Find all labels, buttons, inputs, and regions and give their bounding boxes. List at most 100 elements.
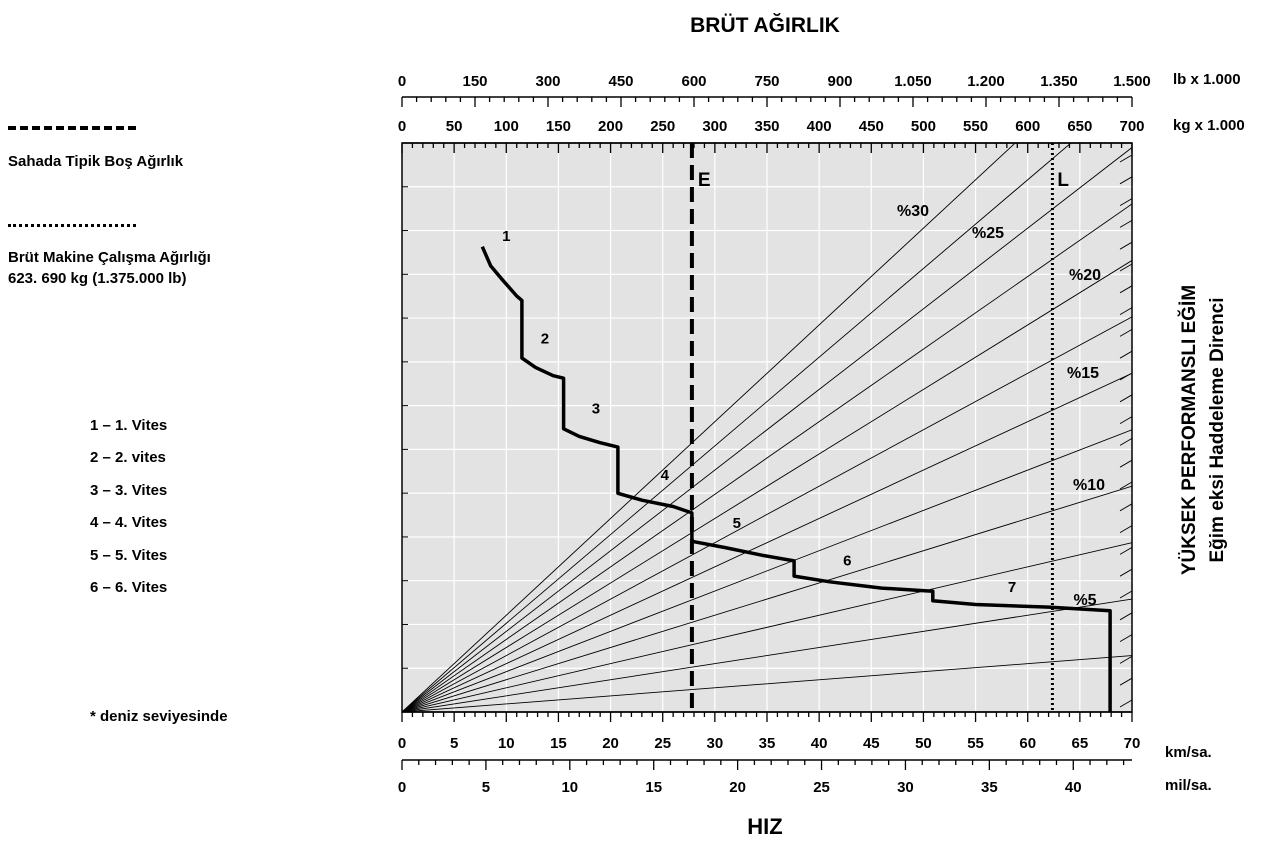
grade-edge-tick [1119, 590, 1133, 599]
kmh-axis-tick-label: 70 [1124, 735, 1141, 752]
grade-label: %15 [1067, 365, 1099, 382]
grade-line [402, 147, 1132, 712]
lb-axis-tick-label: 750 [754, 73, 779, 90]
lb-axis-tick-label: 600 [681, 73, 706, 90]
mph-axis-tick-label: 10 [561, 779, 578, 796]
kg-axis-tick-label: 400 [807, 118, 832, 135]
grade-line [402, 260, 1132, 712]
mph-axis-tick-label: 0 [398, 779, 406, 796]
lb-axis-tick-label: 1.500 [1113, 73, 1151, 90]
gear-legend-item-2: 2 – 2. vites [90, 449, 166, 467]
grade-edge-tick [1119, 547, 1133, 555]
grade-edge-tick [1119, 438, 1133, 446]
y-axis-label-line1: YÜKSEK PERFORMANSLI EĞİM [1178, 285, 1200, 575]
kg-axis-tick-label: 450 [859, 118, 884, 135]
kg-unit-label: kg x 1.000 [1173, 117, 1245, 134]
gear-marker-1: 1 [502, 228, 510, 245]
grade-label: %30 [897, 203, 929, 220]
grade-edge-tick [1119, 699, 1133, 708]
lb-unit-label: lb x 1.000 [1173, 71, 1241, 88]
grade-label: %10 [1073, 477, 1105, 494]
gear-marker-7: 7 [1008, 579, 1016, 596]
kmh-axis-tick-label: 5 [450, 735, 458, 752]
mph-axis-tick-label: 5 [482, 779, 490, 796]
kg-axis-tick-label: 550 [963, 118, 988, 135]
grade-edge-tick [1119, 154, 1133, 163]
grade-edge-tick [1119, 263, 1133, 272]
gross-weight-legend-label-1: Brüt Makine Çalışma Ağırlığı [8, 249, 211, 266]
lb-axis-tick-label: 300 [535, 73, 560, 90]
kmh-axis-tick-label: 15 [550, 735, 567, 752]
kg-axis-tick-label: 150 [546, 118, 571, 135]
kmh-unit-label: km/sa. [1165, 744, 1212, 761]
kg-axis-tick-label: 650 [1067, 118, 1092, 135]
grade-line [402, 203, 1132, 712]
grade-line [402, 143, 1072, 712]
mph-axis-tick-label: 30 [897, 779, 914, 796]
gear-marker-3: 3 [592, 401, 600, 418]
grade-line [402, 372, 1132, 712]
kmh-axis-tick-label: 30 [707, 735, 724, 752]
lb-axis-tick-label: 150 [462, 73, 487, 90]
grade-edge-tick [1119, 525, 1133, 533]
kmh-axis-tick-label: 20 [602, 735, 619, 752]
kg-axis-tick-label: 700 [1119, 118, 1144, 135]
kg-axis-tick-label: 100 [494, 118, 519, 135]
kmh-axis-tick-label: 35 [759, 735, 776, 752]
gear-legend-item-6: 6 – 6. Vites [90, 579, 168, 597]
grade-edge-tick [1119, 568, 1133, 577]
grade-edge-tick [1119, 198, 1133, 206]
grade-edge-tick [1119, 176, 1133, 185]
grade-edge-tick [1119, 329, 1133, 337]
empty-weight-legend-line [8, 126, 136, 130]
chart-title: BRÜT AĞIRLIK [690, 13, 840, 37]
grade-label: %25 [972, 225, 1004, 242]
mph-axis-tick-label: 20 [729, 779, 746, 796]
grade-edge-tick [1119, 612, 1133, 621]
lb-axis-tick-label: 1.050 [894, 73, 932, 90]
kmh-axis-tick-label: 50 [915, 735, 932, 752]
grade-line [402, 542, 1132, 712]
lb-axis-tick-label: 1.200 [967, 73, 1005, 90]
y-axis-label-line2: Eğim eksi Haddeleme Direnci [1207, 297, 1228, 562]
grade-edge-tick [1119, 350, 1133, 359]
grade-edge-tick [1119, 481, 1133, 490]
gear-legend-item-3: 3 – 3. Vites [90, 481, 168, 499]
grade-edge-tick [1119, 285, 1133, 294]
grade-edge-tick [1119, 372, 1133, 381]
grade-line [402, 143, 1016, 712]
gear-marker-6: 6 [843, 552, 851, 569]
grade-line [402, 316, 1132, 712]
lb-axis-tick-label: 1.350 [1040, 73, 1078, 90]
grade-edge-tick [1119, 459, 1133, 468]
gear-legend: 1 – 1. Vites 2 – 2. vites 3 – 3. Vites 4… [90, 410, 167, 604]
grade-line [402, 485, 1132, 712]
grade-line [402, 655, 1132, 712]
grade-edge-tick [1119, 656, 1133, 664]
x-axis-label: HIZ [747, 814, 782, 839]
mph-axis-tick-label: 40 [1065, 779, 1082, 796]
kmh-axis-tick-label: 0 [398, 735, 406, 752]
kmh-axis-tick-label: 60 [1019, 735, 1036, 752]
mph-axis-tick-label: 15 [645, 779, 662, 796]
grade-label: %5 [1073, 592, 1096, 609]
grade-edge-tick [1119, 503, 1133, 512]
grade-line [402, 598, 1132, 712]
grade-label: %20 [1069, 267, 1101, 284]
sea-level-note: * deniz seviyesinde [90, 708, 228, 725]
lb-axis-tick-label: 0 [398, 73, 406, 90]
kg-axis-tick-label: 200 [598, 118, 623, 135]
empty-weight-legend-label: Sahada Tipik Boş Ağırlık [8, 153, 184, 170]
empty-weight-marker: E [698, 170, 711, 191]
gear-marker-5: 5 [733, 515, 741, 532]
mph-axis-tick-label: 25 [813, 779, 830, 796]
kg-axis-tick-label: 500 [911, 118, 936, 135]
grade-edge-tick [1119, 241, 1133, 250]
lb-axis-tick-label: 450 [608, 73, 633, 90]
kg-axis-tick-label: 350 [754, 118, 779, 135]
grade-edge-tick [1119, 394, 1133, 403]
kmh-axis-tick-label: 10 [498, 735, 515, 752]
grade-edge-tick [1119, 634, 1133, 642]
mph-unit-label: mil/sa. [1165, 777, 1212, 794]
